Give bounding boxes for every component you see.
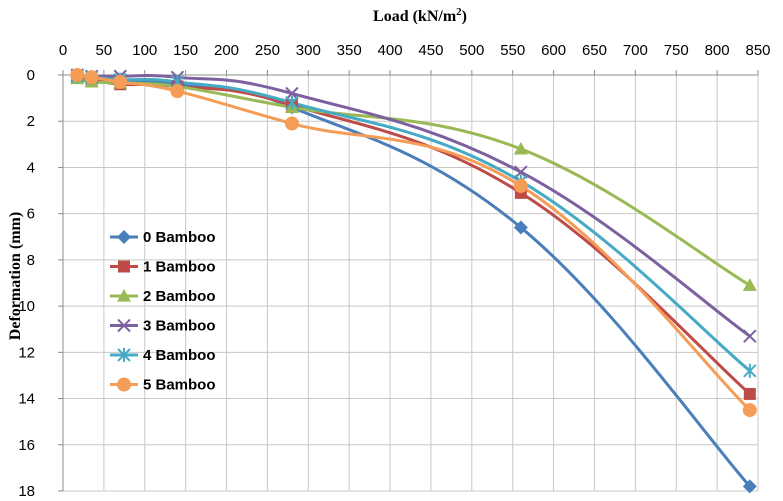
data-point-3-bamboo [743, 329, 757, 343]
series-line-5-bamboo [77, 73, 751, 412]
data-point-4-bamboo [743, 363, 757, 378]
legend-label: 3 Bamboo [143, 318, 216, 335]
x-tick-label: 500 [459, 42, 484, 59]
data-point-5-bamboo [70, 68, 85, 82]
y-tick-label: 4 [27, 159, 35, 176]
legend-marker [118, 260, 130, 273]
data-point-2-bamboo [742, 278, 757, 291]
data-point-5-bamboo [513, 178, 528, 193]
x-tick-label: 100 [132, 42, 157, 59]
x-tick-label: 850 [745, 42, 770, 59]
legend-marker [117, 318, 131, 333]
x-tick-label: 350 [337, 42, 362, 59]
legend-entry-1-bamboo: 1 Bamboo [110, 259, 216, 276]
legend-marker [117, 348, 131, 362]
x-tick-label: 300 [296, 42, 321, 59]
legend-entry-4-bamboo: 4 Bamboo [110, 347, 216, 364]
data-point-5-bamboo [170, 84, 185, 99]
y-tick-label: 2 [27, 113, 35, 130]
y-tick-label: 18 [18, 483, 35, 500]
legend-marker [117, 230, 131, 244]
data-point-5-bamboo [113, 74, 128, 89]
data-point-5-bamboo [284, 116, 299, 131]
legend-entry-5-bamboo: 5 Bamboo [110, 377, 216, 394]
data-point-0-bamboo [513, 220, 528, 235]
x-axis-title-end: ) [462, 8, 467, 25]
data-point-0-bamboo [742, 479, 757, 494]
legend-marker [117, 289, 131, 302]
x-axis-title: Load (kN/m2) [373, 6, 467, 25]
x-tick-label: 50 [96, 42, 113, 59]
y-tick-label: 6 [27, 206, 35, 223]
x-tick-label: 250 [255, 42, 280, 59]
data-point-1-bamboo [743, 387, 756, 400]
legend-marker [117, 377, 131, 392]
x-tick-label: 700 [623, 42, 648, 59]
series-lines [76, 73, 751, 488]
x-tick-label: 450 [418, 42, 443, 59]
y-tick-label: 0 [27, 67, 35, 84]
x-axis-title-superscript: 2 [456, 6, 462, 18]
y-axis-title: Deformation (mm) [7, 212, 24, 340]
legend-label: 5 Bamboo [143, 377, 216, 394]
x-tick-label: 600 [541, 42, 566, 59]
y-tick-label: 14 [18, 391, 35, 408]
legend-entry-2-bamboo: 2 Bamboo [110, 288, 216, 305]
x-tick-label: 150 [173, 42, 198, 59]
x-tick-label: 200 [214, 42, 239, 59]
x-tick-label: 750 [664, 42, 689, 59]
x-tick-label: 400 [378, 42, 403, 59]
legend-label: 4 Bamboo [143, 347, 216, 364]
data-point-2-bamboo [513, 141, 528, 155]
data-point-5-bamboo [742, 403, 757, 418]
legend-entry-0-bamboo: 0 Bamboo [110, 229, 216, 246]
legend-label: 2 Bamboo [143, 288, 216, 305]
series-line-2-bamboo [76, 77, 751, 287]
data-point-5-bamboo [84, 70, 99, 85]
y-tick-label: 16 [18, 437, 35, 454]
x-tick-labels: 0 50 100 150 200 250 300 350 400 450 500 550 600 650 7… [59, 42, 771, 59]
x-axis-title-main: Load (kN/m [373, 8, 457, 25]
x-tick-label: 800 [705, 42, 730, 59]
legend: 0 Bamboo 1 Bamboo 2 Bamboo 3 Bamboo 4 Bamboo… [110, 229, 216, 394]
x-tick-label: 650 [582, 42, 607, 59]
series-line-0-bamboo [77, 75, 751, 488]
y-tick-label: 10 [18, 298, 35, 315]
y-tick-label: 8 [27, 252, 35, 269]
y-tick-label: 12 [18, 344, 35, 361]
x-tick-label: 0 [59, 42, 67, 59]
legend-label: 0 Bamboo [143, 229, 216, 246]
x-tick-label: 550 [500, 42, 525, 59]
legend-entry-3-bamboo: 3 Bamboo [110, 318, 216, 335]
y-tick-labels: 0 2 4 6 8 10 12 14 16 18 [18, 67, 35, 500]
series-markers [70, 68, 757, 494]
legend-label: 1 Bamboo [143, 259, 216, 276]
data-point-4-bamboo [285, 95, 299, 110]
